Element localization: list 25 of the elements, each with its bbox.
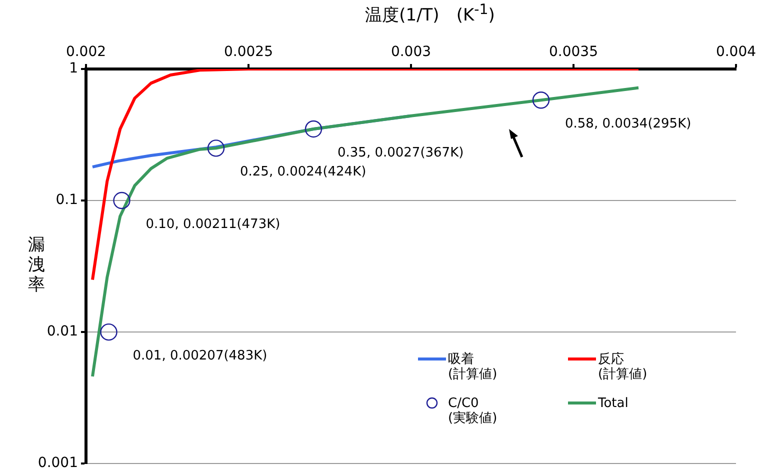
annotation: 0.25, 0.0024(424K): [240, 164, 366, 180]
annotation: 0.01, 0.00207(483K): [132, 348, 268, 364]
point: [207, 140, 225, 157]
x-axis-title: 温度(1/T) (K$^{-1}$): [364, 2, 496, 27]
y-tick-label: 0.1: [56, 192, 78, 208]
y-tick-label: 0.01: [46, 324, 78, 340]
x-tick-label: 0.004: [716, 44, 756, 60]
annotation: 0.58, 0.0034(295K): [565, 116, 692, 132]
point: [100, 323, 118, 341]
y-axis-title: 漏洩率: [28, 235, 45, 295]
legend-label: 吸着 (計算値): [448, 352, 498, 382]
x-tick-label: 0.0035: [549, 44, 598, 60]
x-tick-label: 0.002: [66, 44, 106, 60]
legend-label: Total: [598, 396, 628, 411]
point: [532, 92, 550, 109]
point: [113, 192, 130, 210]
legend-label: C/C0 (実験値): [448, 396, 498, 426]
annotation: 0.10, 0.00211(473K): [146, 216, 280, 232]
x-tick-label: 0.0025: [224, 44, 273, 60]
point: [304, 120, 322, 138]
annotation: 0.35, 0.0027(367K): [338, 145, 464, 160]
x-tick-label: 0.003: [390, 44, 432, 60]
legend-label: 反応 (計算値): [598, 352, 648, 382]
y-tick-label: 0.001: [38, 455, 78, 472]
y-tick-label: 1: [69, 60, 78, 77]
